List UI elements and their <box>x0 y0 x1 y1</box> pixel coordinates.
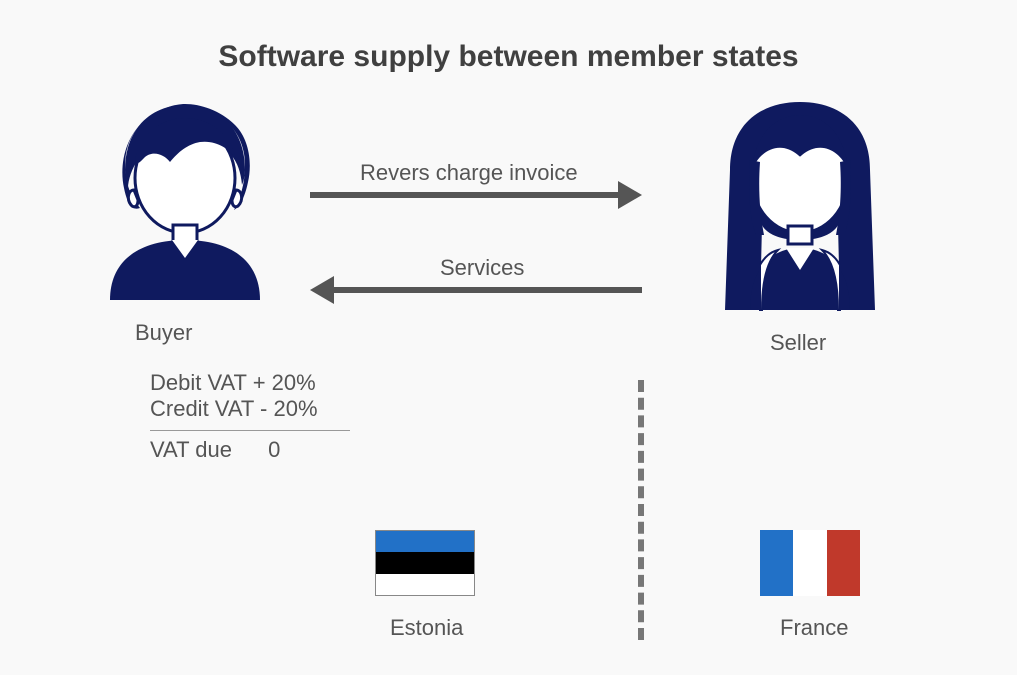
flag-band <box>376 531 474 552</box>
arrow-head-right-icon <box>618 181 642 209</box>
flag-band <box>827 530 860 596</box>
buyer-label: Buyer <box>135 320 192 346</box>
flag-france <box>760 530 860 596</box>
flag-estonia <box>375 530 475 596</box>
flag-label-france: France <box>780 615 848 641</box>
flag-band <box>760 530 793 596</box>
arrow-label-to-seller: Revers charge invoice <box>360 160 578 186</box>
country-divider <box>638 380 644 640</box>
arrow-to-buyer <box>332 287 642 293</box>
vat-due-label: VAT due <box>150 437 232 462</box>
person-icon <box>90 100 280 300</box>
vat-due-value: 0 <box>268 437 338 463</box>
arrow-head-left-icon <box>310 276 334 304</box>
vat-rule <box>150 430 350 431</box>
flag-label-estonia: Estonia <box>390 615 463 641</box>
seller-label: Seller <box>770 330 826 356</box>
buyer-avatar <box>90 100 280 300</box>
seller-avatar <box>690 100 910 315</box>
person-icon <box>690 100 910 315</box>
vat-due-row: VAT due 0 <box>150 437 350 463</box>
arrow-to-seller <box>310 192 620 198</box>
flag-band <box>376 552 474 573</box>
arrow-label-to-buyer: Services <box>440 255 524 281</box>
vat-credit-line: Credit VAT - 20% <box>150 396 350 422</box>
flag-band <box>376 574 474 595</box>
flag-band <box>793 530 826 596</box>
vat-calculation: Debit VAT + 20% Credit VAT - 20% VAT due… <box>150 370 350 463</box>
diagram-stage: Software supply between member states Bu… <box>0 0 1017 675</box>
vat-debit-line: Debit VAT + 20% <box>150 370 350 396</box>
diagram-title: Software supply between member states <box>0 40 1017 74</box>
